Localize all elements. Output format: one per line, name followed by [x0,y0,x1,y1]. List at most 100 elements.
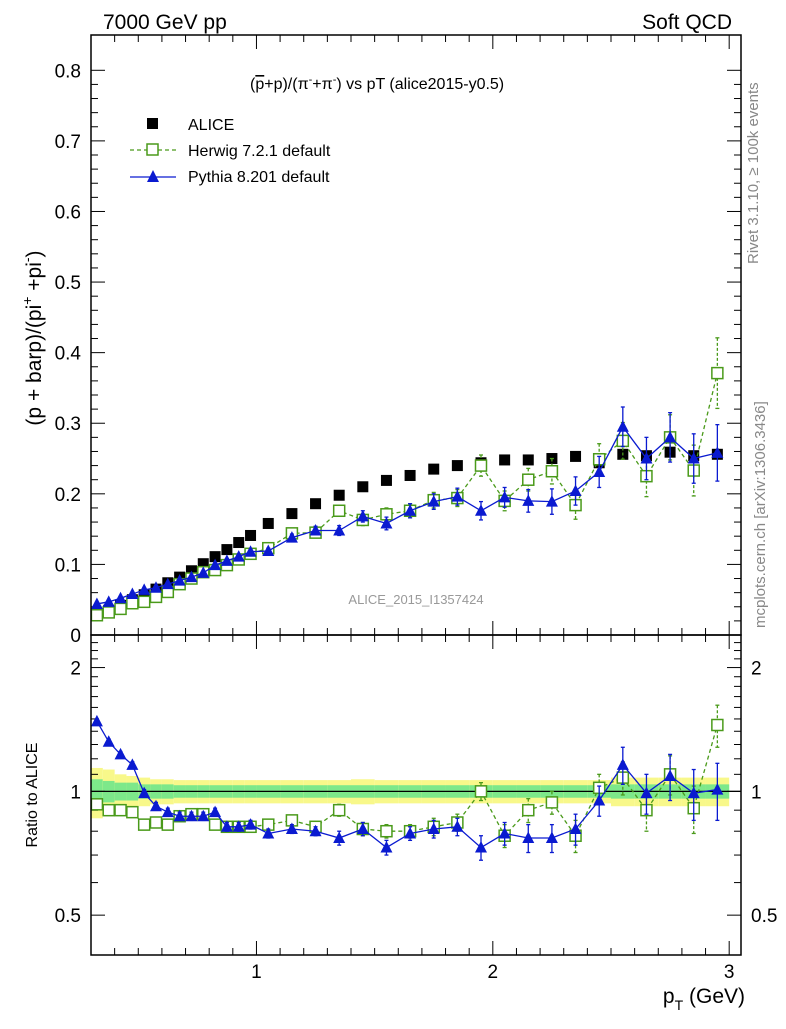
pythia-ratio-point [711,783,724,795]
pythia-ratio-point [114,747,127,760]
x-tick-label: 3 [724,962,735,983]
title-plus: +π [312,76,332,93]
x-axis-label: pT (GeV) [663,985,745,1013]
pythia-point [427,495,440,507]
bottom-y-tick-label-right: 2 [751,659,762,680]
top-y-axis-label: (p + barp)/(pi+ +pi-) [19,250,46,425]
top-y-tick-label: 0.5 [55,273,81,294]
xlabel-rest: (GeV) [683,985,745,1008]
herwig-ratio-point [522,803,535,817]
pythia-point [209,558,222,571]
top-panel-series [90,337,724,622]
pythia-line [96,425,718,605]
pythia-ratio-point [380,841,393,853]
top-y-tick-label: 0.6 [55,202,81,223]
herwig-point [114,602,127,616]
pythia-ratio-point [161,805,174,818]
bottom-y-tick-label: 1 [70,782,81,803]
pythia-ratio-point [150,799,162,812]
herwig-point [90,608,104,622]
legend-pythia-marker [147,170,159,182]
pythia-ratio-point [356,822,369,834]
header-energy-label: 7000 GeV pp [103,11,227,34]
alice-point [404,469,416,481]
bottom-panel-ticks: 1 2 3 0.5 0.5 1 1 2 2 [55,635,777,983]
ylabel-a: (p + barp)/(pi [23,305,46,426]
pythia-point [285,531,298,543]
pythia-ratio-point [244,818,257,830]
ylabel-c: ) [23,250,46,257]
pythia-ratio-point [545,831,558,844]
rivet-version-label: Rivet 3.1.10, ≥ 100k events [745,82,762,264]
pythia-point [138,583,151,595]
legend-herwig-marker [146,143,159,156]
alice-point [428,463,440,475]
pythia-point [114,591,127,604]
pythia-ratio-point [498,826,511,839]
ylabel-sup2: - [19,257,35,262]
pythia-point [356,509,369,522]
alice-point [570,450,582,462]
pythia-point [711,446,724,458]
alice-point [262,517,274,529]
bottom-y-tick-label-right: 1 [751,782,762,803]
herwig-point [137,595,151,609]
pythia-point [309,524,322,536]
pythia-point [664,430,677,443]
pythia-ratio-line [96,721,718,849]
pythia-ratio-point [593,794,606,806]
title-mid: +p)/(π [264,76,308,93]
pythia-ratio-point [126,758,139,770]
pythia-point [220,554,233,566]
alice-point [333,489,345,501]
pythia-ratio-point [102,735,115,747]
herwig-point [474,459,488,472]
herwig-point [102,606,115,619]
top-y-tick-label: 0 [70,626,81,647]
pythia-point [616,420,629,432]
herwig-ratio-point [380,824,393,838]
pythia-point [102,595,115,607]
top-y-tick-label: 0.2 [55,485,81,506]
herwig-point [711,366,724,380]
alice-point [310,498,322,510]
herwig-point [545,464,559,478]
alice-point [209,551,221,563]
pythia-point [161,577,174,590]
pythia-point [569,484,582,496]
alice-point [451,460,463,472]
pythia-ratio-point [185,809,198,822]
pythia-ratio-point [173,809,186,822]
alice-point [499,454,511,466]
pythia-ratio-point [664,769,677,781]
top-y-tick-label: 0.7 [55,132,81,153]
pythia-point [333,524,346,536]
bottom-panel-series [90,704,724,861]
alice-point [221,544,233,556]
bottom-y-tick-label-right: 0.5 [751,906,777,927]
herwig-ratio-point [90,798,104,811]
pythia-point [545,495,558,507]
pythia-ratio-point [451,820,464,832]
pythia-point [593,465,606,477]
pythia-point [687,452,700,464]
herwig-ratio-point [711,718,724,732]
herwig-ratio-point [332,803,346,817]
alice-point [380,474,392,486]
pythia-point [522,494,535,506]
pythia-point [640,452,653,464]
alice-point [522,454,534,466]
pythia-point [150,581,162,593]
top-y-tick-label: 0.3 [55,414,81,435]
pythia-ratio-point [640,786,653,799]
analysis-watermark: ALICE_2015_I1357424 [348,592,483,607]
mcplots-label: mcplots.cern.ch [arXiv:1306.3436] [752,401,769,628]
pythia-ratio-point [197,809,210,822]
herwig-ratio-point [102,803,115,817]
pythia-point [498,490,511,503]
alice-point [197,558,209,570]
title-sup1: - [309,74,313,86]
top-panel-ticks: 0 0.1 0.2 0.3 0.4 0.5 0.6 0.7 0.8 [55,35,741,647]
pythia-point [173,574,186,586]
legend-herwig-label: Herwig 7.2.1 default [188,143,331,160]
